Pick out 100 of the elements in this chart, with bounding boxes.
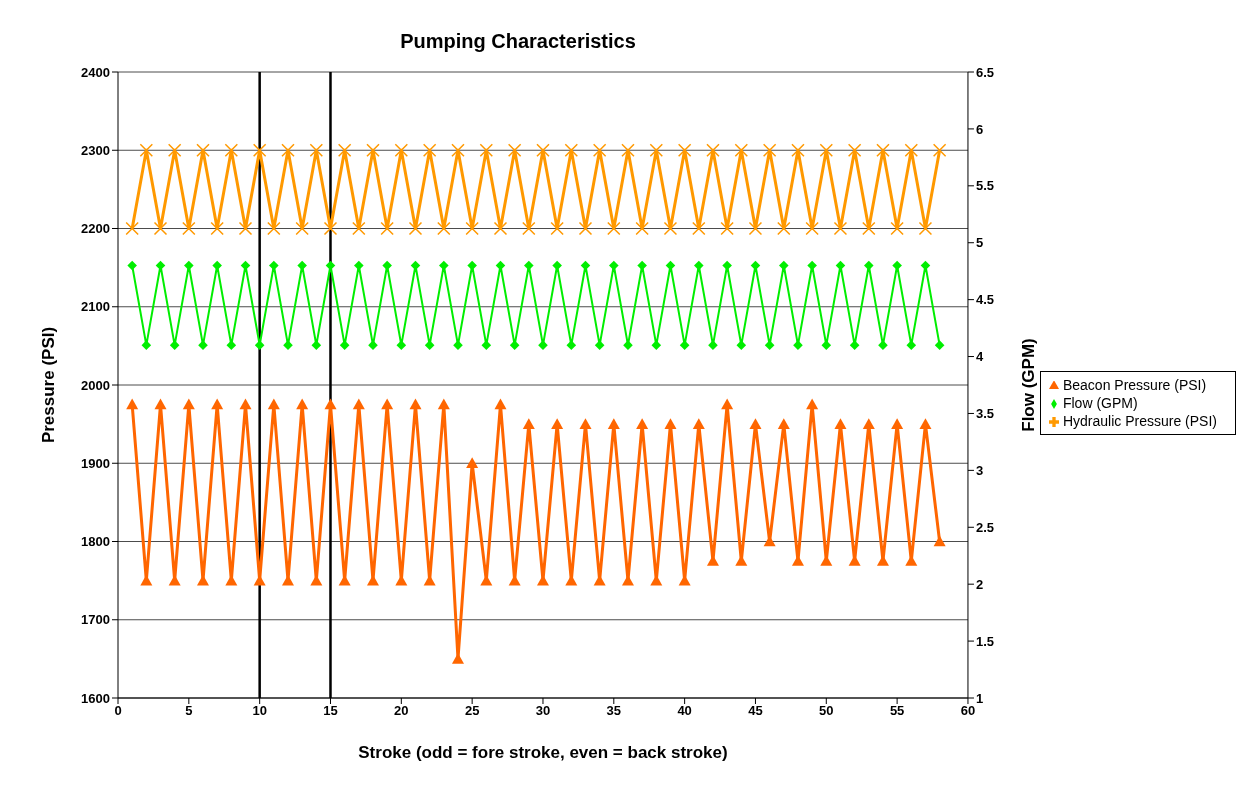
x-tick-label: 50 [819,703,834,719]
y2-tick-label: 5.5 [975,178,995,194]
legend-label: Hydraulic Pressure (PSI) [1062,413,1217,429]
point [309,143,324,157]
point [437,221,451,236]
point [720,221,734,236]
y2-tick-label: 6.5 [975,64,995,80]
x-tick-label: 10 [252,703,267,719]
point [607,221,621,236]
point [238,221,253,236]
y2-tick-label: 4.5 [975,292,995,308]
point [167,143,182,157]
point [295,221,309,236]
point [182,398,195,410]
y-tick-label: 2200 [81,221,110,237]
point [381,398,394,410]
y2-tick-label: 4 [975,349,984,365]
point [422,143,437,157]
y2-tick-label: 2.5 [975,519,995,535]
point [352,398,365,410]
y2-tick-label: 3 [975,462,984,478]
y2-tick-label: 5 [975,235,984,251]
point [890,221,904,236]
y2-tick-label: 1 [975,690,984,706]
point [862,221,876,236]
point [366,143,380,157]
x-tick-label: 20 [394,703,409,719]
point [578,221,593,236]
point [607,418,620,429]
point [919,418,932,429]
point [876,143,890,157]
point [649,143,664,157]
point [224,143,239,157]
point [465,221,479,236]
point [721,398,734,410]
point [777,418,790,429]
point [933,535,946,547]
y2-tick-label: 3.5 [975,406,995,422]
point [494,398,507,410]
point [211,398,224,410]
point [466,457,479,469]
point [125,221,139,236]
point [636,418,649,429]
point [734,143,749,157]
y-tick-label: 1600 [81,690,110,706]
chart-title: Pumping Characteristics [399,30,637,53]
point [664,418,677,429]
point [805,221,819,236]
point [918,221,933,236]
point [564,143,579,157]
point [819,143,834,157]
point [621,143,635,157]
point [493,221,508,236]
point [154,398,167,410]
point [592,143,607,157]
point [522,418,535,429]
point [324,398,337,410]
legend-label: Beacon Pressure (PSI) [1062,377,1207,393]
x-tick-label: 15 [323,703,338,719]
y-tick-label: 1700 [81,612,110,628]
point [451,143,465,157]
point [862,418,875,429]
point [352,221,366,236]
y-tick-label: 2300 [81,142,110,158]
y2-axis-title: Flow (GPM) [1018,338,1038,432]
point [479,143,494,157]
point [522,221,536,236]
x-tick-label: 45 [748,703,763,719]
point [296,398,309,410]
x-axis-title: Stroke (odd = fore stroke, even = back stroke) [358,743,728,762]
x-tick-label: 35 [606,703,622,719]
y-tick-label: 2000 [81,377,110,393]
point [932,143,947,157]
y-tick-label: 1800 [81,534,110,550]
x-tick-label: 0 [114,703,122,719]
x-tick-label: 40 [677,703,692,719]
y2-tick-label: 6 [975,121,984,137]
point [394,143,409,157]
point [281,143,295,157]
point [507,143,522,157]
y-tick-label: 2400 [81,64,110,80]
point [550,221,564,236]
point [677,143,692,157]
point [635,221,649,236]
point [791,143,805,157]
point [323,221,338,236]
y-tick-label: 1900 [81,455,110,471]
x-tick-label: 55 [889,703,905,719]
point [904,143,919,157]
point [267,398,280,410]
legend-label: Flow (GPM) [1062,395,1138,411]
y-tick-label: 2100 [81,299,110,315]
point [551,418,564,429]
point [252,143,267,157]
point [579,418,592,429]
y2-tick-label: 2 [975,576,984,592]
point [536,143,550,157]
x-tick-label: 60 [960,703,976,719]
x-tick-label: 25 [464,703,480,719]
point [380,221,394,236]
